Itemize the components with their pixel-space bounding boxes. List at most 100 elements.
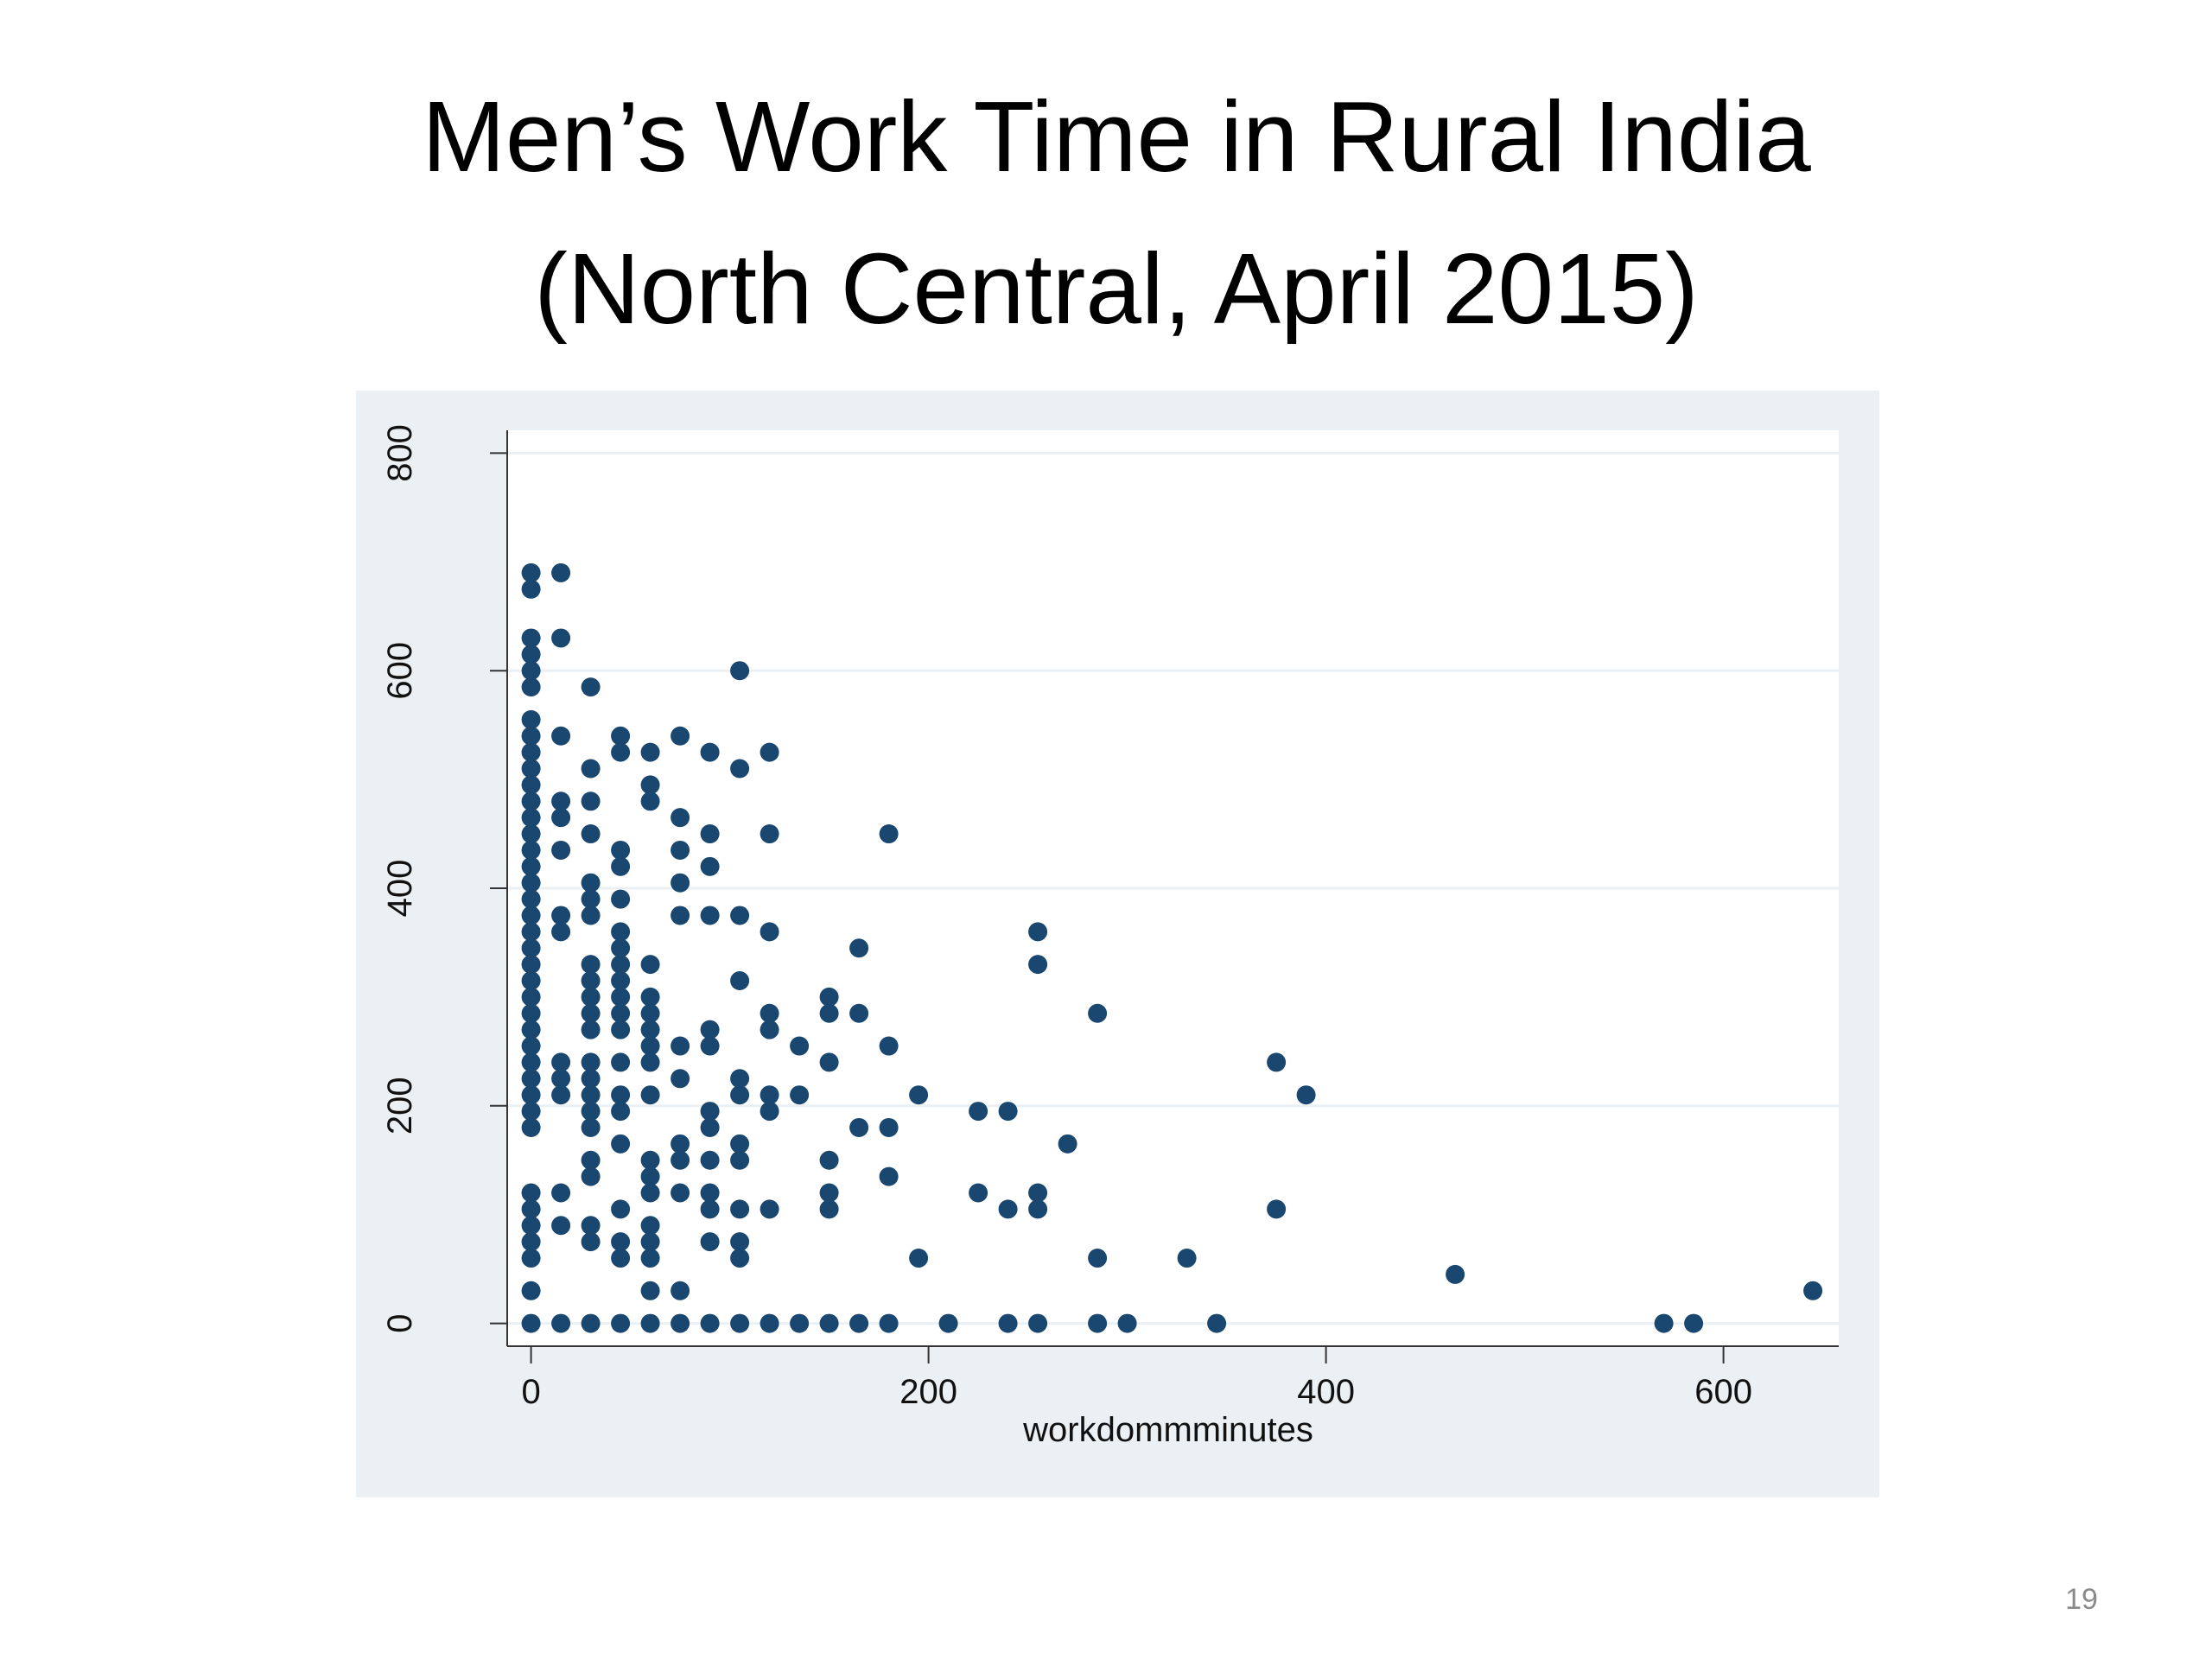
point (551, 906, 571, 925)
point (581, 873, 601, 893)
point (730, 1313, 750, 1333)
point (640, 1232, 660, 1252)
point (581, 1313, 601, 1333)
point (819, 1003, 839, 1023)
point (640, 987, 660, 1007)
point (790, 1313, 810, 1333)
point (640, 791, 660, 811)
x-tick-label: 0 (521, 1373, 540, 1411)
point (521, 1313, 541, 1333)
point (700, 1232, 720, 1252)
point (1446, 1264, 1465, 1284)
point (551, 1052, 571, 1072)
point (640, 1052, 660, 1072)
point (1267, 1052, 1287, 1072)
point (521, 906, 541, 925)
point (581, 1117, 601, 1137)
point (1058, 1134, 1077, 1154)
point (521, 808, 541, 828)
point (611, 1313, 631, 1333)
point (640, 775, 660, 795)
point (938, 1313, 958, 1333)
y-tick-label: 0 (381, 1313, 419, 1332)
point (581, 677, 601, 697)
point (730, 1249, 750, 1268)
point (879, 1117, 899, 1137)
point (1088, 1313, 1108, 1333)
point (581, 955, 601, 975)
point (521, 726, 541, 746)
point (760, 1313, 779, 1333)
point (730, 661, 750, 681)
point (611, 971, 631, 991)
point (640, 1183, 660, 1203)
x-axis-label: workdommminutes (1022, 1411, 1313, 1449)
point (640, 955, 660, 975)
point (521, 938, 541, 958)
point (1803, 1281, 1823, 1300)
point (819, 1150, 839, 1170)
point (521, 1199, 541, 1219)
point (551, 1069, 571, 1089)
point (551, 1183, 571, 1203)
point (521, 1020, 541, 1039)
point (1177, 1249, 1197, 1268)
page-number: 19 (2065, 1583, 2098, 1616)
point (879, 824, 899, 844)
point (849, 1117, 869, 1137)
point (671, 873, 690, 893)
point (1654, 1313, 1674, 1333)
point (700, 1313, 720, 1333)
y-tick-label: 800 (381, 424, 419, 482)
point (730, 906, 750, 925)
point (521, 563, 541, 582)
point (879, 1166, 899, 1186)
point (611, 1102, 631, 1122)
point (700, 856, 720, 876)
point (671, 1069, 690, 1089)
point (611, 1134, 631, 1154)
point (640, 1313, 660, 1333)
point (611, 856, 631, 876)
point (611, 987, 631, 1007)
point (730, 1134, 750, 1154)
point (700, 1199, 720, 1219)
point (581, 1232, 601, 1252)
point (581, 971, 601, 991)
point (521, 840, 541, 860)
point (730, 1150, 750, 1170)
point (849, 1313, 869, 1333)
point (700, 1117, 720, 1137)
point (581, 1166, 601, 1186)
point (790, 1085, 810, 1105)
point (551, 1313, 571, 1333)
point (521, 677, 541, 697)
point (700, 1150, 720, 1170)
point (760, 1085, 779, 1105)
point (551, 563, 571, 582)
point (998, 1102, 1018, 1122)
point (521, 1085, 541, 1105)
y-tick-label: 400 (381, 860, 419, 918)
point (730, 971, 750, 991)
point (700, 906, 720, 925)
x-tick-label: 600 (1694, 1373, 1752, 1411)
point (1117, 1313, 1137, 1333)
point (521, 1281, 541, 1300)
point (1088, 1249, 1108, 1268)
point (1267, 1199, 1287, 1219)
point (521, 889, 541, 909)
point (790, 1036, 810, 1056)
point (551, 840, 571, 860)
point (760, 1199, 779, 1219)
point (760, 1003, 779, 1023)
point (551, 726, 571, 746)
point (760, 742, 779, 762)
point (551, 791, 571, 811)
point (581, 1052, 601, 1072)
point (551, 1216, 571, 1236)
point (1028, 922, 1048, 942)
point (521, 791, 541, 811)
